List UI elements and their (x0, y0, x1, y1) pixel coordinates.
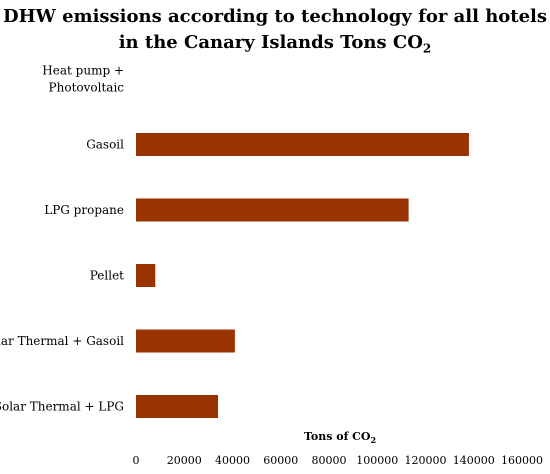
category-label-line: Heat pump + (42, 64, 124, 78)
bars-group (136, 133, 469, 418)
chart-title-line-1: DHW emissions according to technology fo… (2, 6, 548, 27)
x-tick-label: 160000 (501, 454, 543, 467)
category-label-solar-thermal-lpg: Solar Thermal + LPG (0, 400, 124, 414)
x-tick-label: 0 (133, 454, 140, 467)
x-tick-label: 80000 (312, 454, 347, 467)
bar-pellet (136, 264, 156, 287)
bar-solar-thermal-gasoil (136, 329, 235, 353)
bar-gasoil (136, 133, 469, 156)
x-tick-label: 140000 (453, 454, 495, 467)
category-label-line: LPG propane (44, 203, 124, 217)
category-label-heat-pump-photovoltaic: Heat pump + Photovoltaic (42, 64, 124, 95)
chart-title-subscript: 2 (422, 41, 432, 56)
category-label-solar-thermal-gasoil: Solar Thermal + Gasoil (0, 334, 124, 348)
category-label-line: Photovoltaic (49, 81, 125, 95)
chart-title-line-2-text: in the Canary Islands Tons CO (118, 32, 423, 53)
x-tick-labels-group: 0 20000 40000 60000 80000 100000 120000 140000 1… (133, 454, 544, 467)
category-labels-group: Heat pump + Photovoltaic Gasoil LPG propane… (0, 64, 124, 414)
x-axis-label-text: Tons of CO (304, 430, 371, 443)
chart-title-line-2: in the Canary Islands Tons CO2 (0, 30, 550, 56)
x-tick-label: 40000 (215, 454, 250, 467)
bar-lpg-propane (136, 198, 409, 222)
category-label-line: Solar Thermal + Gasoil (0, 334, 124, 348)
x-tick-label: 60000 (263, 454, 298, 467)
category-label-pellet: Pellet (90, 269, 124, 283)
x-axis-label-subscript: 2 (370, 435, 376, 445)
chart-title: DHW emissions according to technology fo… (0, 4, 550, 56)
x-tick-label: 100000 (356, 454, 398, 467)
category-label-line: Gasoil (86, 138, 124, 152)
category-label-lpg-propane: LPG propane (44, 203, 124, 217)
category-label-line: Pellet (90, 269, 124, 283)
x-tick-label: 120000 (405, 454, 447, 467)
x-axis-label: Tons of CO2 (304, 430, 376, 445)
category-label-line: Solar Thermal + LPG (0, 400, 124, 414)
category-label-gasoil: Gasoil (86, 138, 124, 152)
bar-solar-thermal-lpg (136, 395, 219, 418)
x-tick-label: 20000 (167, 454, 202, 467)
